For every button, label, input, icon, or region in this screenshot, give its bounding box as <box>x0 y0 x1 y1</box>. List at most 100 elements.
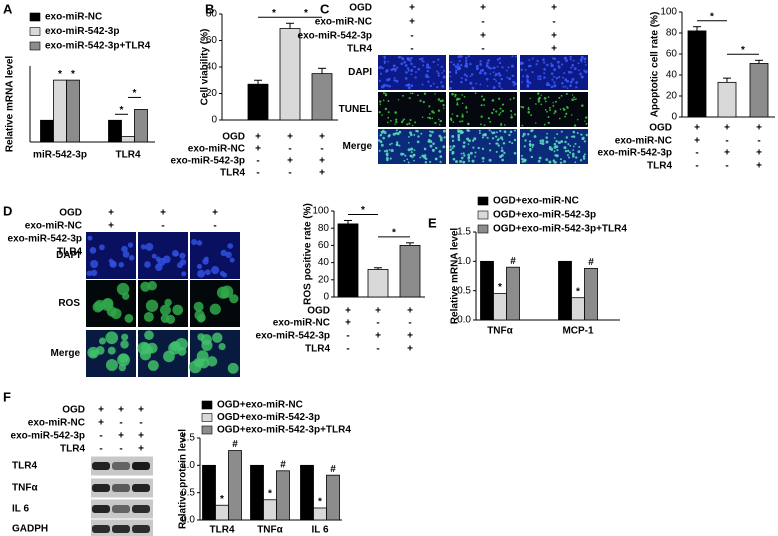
cell <box>550 147 554 151</box>
cell <box>584 120 586 122</box>
cell <box>572 154 575 158</box>
image-row-label: ROS <box>58 298 80 309</box>
cell <box>386 121 389 124</box>
cell <box>501 66 504 69</box>
cell <box>483 71 487 75</box>
y-tick-label: 40 <box>666 70 678 81</box>
cell <box>464 78 468 82</box>
cell <box>424 161 428 164</box>
cell <box>384 93 388 97</box>
cell <box>434 157 438 161</box>
cell <box>513 151 517 155</box>
cell <box>491 137 495 140</box>
cell <box>386 158 389 162</box>
cell <box>443 136 446 139</box>
bar <box>367 269 389 298</box>
cell <box>529 64 532 68</box>
condition-label: TLR4 <box>647 161 672 172</box>
cell <box>385 92 387 95</box>
micrograph <box>378 92 446 127</box>
condition-sign: + <box>724 148 730 159</box>
cell <box>451 147 454 150</box>
cell <box>395 132 398 135</box>
legend-swatch <box>477 224 489 234</box>
cell <box>485 77 489 81</box>
cell <box>528 59 531 62</box>
y-tick-label: 40 <box>206 62 218 73</box>
cell <box>398 130 402 134</box>
bar <box>66 79 80 143</box>
cell <box>427 116 429 119</box>
cell <box>531 70 534 74</box>
cell <box>554 100 557 103</box>
cell <box>181 271 187 277</box>
cell <box>400 120 404 124</box>
cell <box>521 81 524 83</box>
y-axis-label: Relative mRNA level <box>5 56 16 153</box>
cell <box>565 136 569 139</box>
cell <box>508 77 512 81</box>
cell <box>384 107 388 111</box>
cell <box>549 109 551 112</box>
cell <box>457 135 460 138</box>
cell <box>537 75 539 78</box>
condition-label: exo-miR-NC <box>315 17 372 28</box>
cell <box>552 101 554 104</box>
significance-mark: * <box>268 488 272 499</box>
cell <box>155 256 161 262</box>
cell <box>509 130 513 134</box>
image-row-label: Merge <box>343 141 373 152</box>
cell <box>462 152 465 155</box>
significance-label: * <box>710 11 714 22</box>
cell <box>467 143 470 145</box>
bar <box>687 30 707 118</box>
cell <box>434 93 436 95</box>
cell <box>477 146 480 150</box>
cell <box>451 92 454 96</box>
cell <box>546 63 549 67</box>
cell <box>120 340 129 349</box>
cell <box>89 246 97 254</box>
cell <box>408 122 411 125</box>
cell <box>422 60 425 63</box>
cell <box>438 150 442 153</box>
x-tick-label: TLR4 <box>210 525 235 536</box>
cell <box>461 120 464 123</box>
cell <box>459 120 462 123</box>
cell <box>538 96 541 100</box>
cell <box>378 66 381 70</box>
cell <box>128 255 135 261</box>
cell <box>532 129 534 132</box>
cell <box>495 142 498 145</box>
cell <box>555 140 558 143</box>
cell <box>469 81 473 85</box>
legend-swatch <box>29 41 41 51</box>
condition-sign: - <box>320 144 323 155</box>
cell <box>227 243 234 249</box>
condition-label: exo-miR-542-3p <box>171 156 245 167</box>
cell <box>413 133 416 136</box>
cell <box>395 143 399 147</box>
cell <box>413 149 416 152</box>
cell <box>385 149 389 153</box>
legend-label: OGD+exo-miR-542-3p+TLR4 <box>217 425 351 436</box>
condition-sign: + <box>375 331 381 342</box>
cell <box>462 145 466 149</box>
cell <box>410 62 413 65</box>
bar <box>749 63 769 118</box>
cell <box>463 73 467 76</box>
cell <box>561 82 564 85</box>
cell <box>441 84 445 88</box>
cell <box>554 154 557 157</box>
cell <box>89 349 98 358</box>
cell <box>383 131 387 135</box>
cell <box>514 82 517 86</box>
micrograph <box>378 55 446 90</box>
cell <box>537 77 540 80</box>
cell <box>449 145 452 148</box>
cell <box>438 118 440 121</box>
cell <box>560 63 564 66</box>
cell <box>582 157 586 160</box>
cell <box>583 140 586 143</box>
cell <box>462 160 466 164</box>
